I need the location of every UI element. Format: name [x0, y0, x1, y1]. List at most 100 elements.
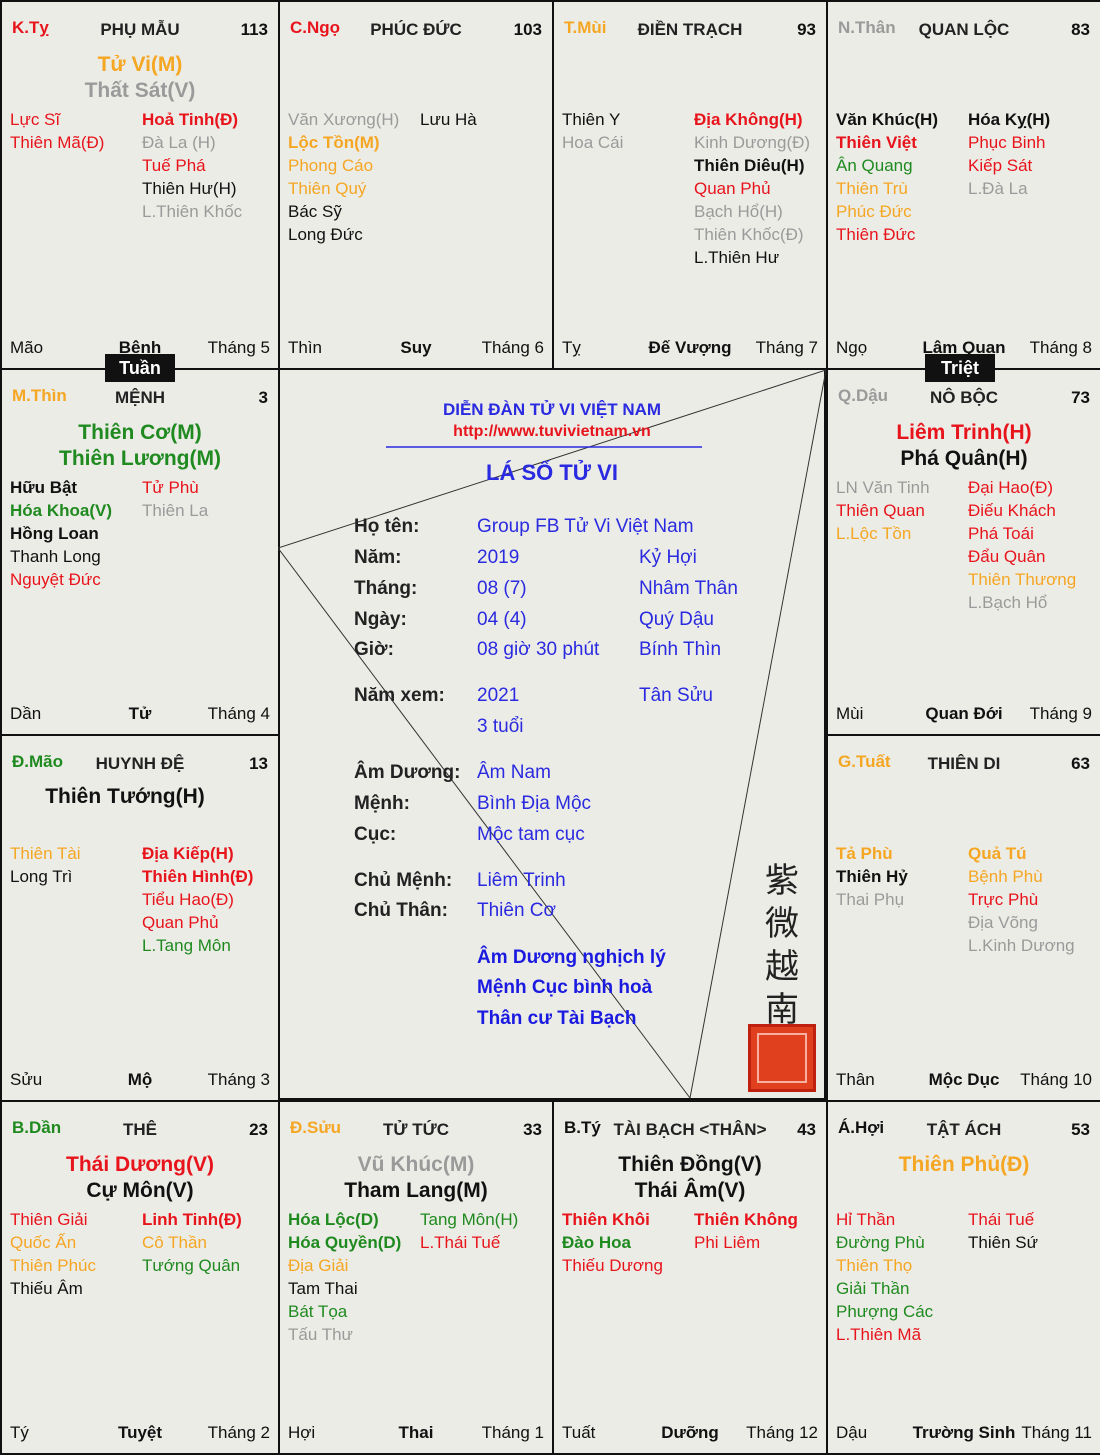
palace-age: 13	[249, 754, 268, 773]
info-value: Liêm Trinh	[477, 870, 566, 891]
month: Tháng 7	[755, 338, 818, 357]
main-stars: Thiên Đồng(V) Thái Âm(V)	[554, 1152, 826, 1204]
palace-cell[interactable]: PHÚC ĐỨC C.Ngọ 103 Văn Xương(H) Lộc Tồn(M) Ph…	[278, 0, 554, 370]
palace-cell[interactable]: PHỤ MẪU K.Tỵ 113 Tử Vi(M) Thất Sát(V) Lực Sĩ T…	[0, 0, 280, 370]
star: Cô Thần	[142, 1233, 207, 1252]
star: Đà La (H)	[142, 133, 216, 152]
palace-name: THÊ	[123, 1120, 157, 1139]
earthly-branch: Dần	[10, 704, 42, 723]
palace-cell[interactable]: TÀI BẠCH <THÂN> B.Tý 43 Thiên Đồng(V) Thái Â…	[552, 1100, 828, 1455]
main-star: Thiên Phủ(Đ)	[898, 1153, 1030, 1176]
star: Thiên Hỷ	[836, 867, 908, 886]
palace-name: NÔ BỘC	[930, 388, 998, 407]
palace-header: ĐIỀN TRẠCH T.Mùi 93	[564, 18, 816, 42]
star: Bác Sỹ	[288, 202, 342, 221]
info-value: 08 giờ 30 phút	[477, 639, 600, 660]
earthly-branch: Ngọ	[836, 338, 868, 357]
star: Phượng Các	[836, 1302, 934, 1321]
palace-age: 3	[258, 388, 268, 407]
star: Quốc Ấn	[10, 1233, 77, 1252]
star: Thiếu Âm	[10, 1279, 83, 1298]
palace-name: ĐIỀN TRẠCH	[637, 20, 743, 39]
main-stars: Liêm Trinh(H) Phá Quân(H)	[828, 420, 1100, 472]
star: Lực Sĩ	[10, 110, 61, 129]
palace-cell[interactable]: MỆNH M.Thìn 3 Thiên Cơ(M) Thiên Lương(M) Hữu …	[0, 368, 280, 736]
star: Lộc Tồn(M)	[288, 133, 380, 152]
star: Thiên Hư(H)	[142, 179, 237, 198]
info-value: 2021	[477, 685, 520, 706]
star-list-left: Thiên Giải Quốc Ấn Thiên Phúc Thiếu Âm	[10, 1208, 96, 1300]
month: Tháng 2	[207, 1423, 270, 1442]
star: Thiếu Dương	[562, 1256, 663, 1275]
star: Điếu Khách	[968, 501, 1056, 520]
star: Đại Hao(Đ)	[968, 478, 1054, 497]
star: Tang Môn(H)	[420, 1210, 519, 1229]
palace-stem: N.Thân	[838, 18, 896, 37]
palace-cell[interactable]: HUYNH ĐỆ Đ.Mão 13 Thiên Tướng(H) Thiên Tài Lo…	[0, 734, 280, 1102]
star-list-right: Thái Tuế Thiên Sứ	[968, 1208, 1038, 1254]
palace-stem: G.Tuất	[838, 752, 891, 771]
star-list-left: Tả Phù Thiên Hỷ Thai Phụ	[836, 842, 908, 911]
earthly-branch: Mão	[10, 338, 44, 357]
star: Hóa Kỵ(H)	[968, 110, 1051, 129]
info-value: 3 tuổi	[477, 716, 524, 737]
star: Thiên Không	[694, 1210, 798, 1229]
star: Phục Binh	[968, 133, 1046, 152]
star: L.Thiên Mã	[836, 1325, 922, 1344]
life-stage: Suy	[400, 338, 432, 357]
star-list-right: Hóa Kỵ(H) Phục Binh Kiếp Sát L.Đà La	[968, 108, 1050, 200]
star: Văn Xương(H)	[288, 110, 400, 129]
earthly-branch: Tuất	[562, 1423, 596, 1442]
star: Thiên Thọ	[836, 1256, 913, 1275]
star-list-right: Đại Hao(Đ) Điếu Khách Phá Toái Đẩu Quân Thiê…	[968, 476, 1076, 614]
palace-footer: Tử Dần Tháng 4	[10, 704, 270, 726]
palace-cell[interactable]: NÔ BỘC Q.Dậu 73 Liêm Trinh(H) Phá Quân(H) LN …	[826, 368, 1100, 736]
chart-note: Thân cư Tài Bạch	[477, 1008, 637, 1029]
main-star: Thái Âm(V)	[634, 1179, 746, 1202]
star: Bát Tọa	[288, 1302, 348, 1321]
star: Hồng Loan	[10, 524, 99, 543]
calligraphy-logo: 紫微越南	[765, 861, 799, 1030]
palace-stem: Đ.Mão	[12, 752, 63, 771]
star-list-right: Địa Không(H) Kinh Dương(Đ) Thiên Diêu(H) Qu…	[694, 108, 810, 269]
palace-stem: B.Dần	[12, 1118, 62, 1137]
info-value: Âm Nam	[477, 762, 551, 783]
info-label: Chủ Thân:	[354, 900, 448, 921]
main-star: Vũ Khúc(M)	[357, 1153, 475, 1176]
palace-cell[interactable]: TỬ TỨC Đ.Sửu 33 Vũ Khúc(M) Tham Lang(M) Hóa L…	[278, 1100, 554, 1455]
palace-footer: Dưỡng Tuất Tháng 12	[562, 1423, 818, 1445]
palace-name: TẬT ÁCH	[926, 1120, 1002, 1139]
main-stars: Thái Dương(V) Cự Môn(V)	[2, 1152, 278, 1204]
star: Địa Kiếp(H)	[142, 844, 234, 863]
star: L.Tang Môn	[142, 936, 231, 955]
star: Phá Toái	[968, 524, 1034, 543]
palace-cell[interactable]: ĐIỀN TRẠCH T.Mùi 93 Thiên Y Hoa Cái Địa Không…	[552, 0, 828, 370]
star-list-left: Hữu Bật Hóa Khoa(V) Hồng Loan Thanh Long Ngu…	[10, 476, 112, 591]
info-label: Âm Dương:	[354, 762, 461, 783]
palace-age: 103	[513, 20, 542, 39]
month: Tháng 6	[481, 338, 544, 357]
info-label: Ngày:	[354, 609, 407, 630]
earthly-branch: Mùi	[836, 704, 864, 723]
info-label: Giờ:	[354, 639, 394, 660]
palace-cell[interactable]: THÊ B.Dần 23 Thái Dương(V) Cự Môn(V) Thiên Gi…	[0, 1100, 280, 1455]
star: Thiên Thương	[968, 570, 1077, 589]
palace-cell[interactable]: THIÊN DI G.Tuất 63 Tả Phù Thiên Hỷ Thai Phụ Qu…	[826, 734, 1100, 1102]
month: Tháng 1	[481, 1423, 544, 1442]
info-value: Bình Địa Mộc	[477, 793, 592, 814]
forum-url[interactable]: http://www.tuvivietnam.vn	[453, 423, 651, 440]
palace-cell[interactable]: QUAN LỘC N.Thân 83 Văn Khúc(H) Thiên Việt Ân …	[826, 0, 1100, 370]
star: Bệnh Phù	[968, 867, 1043, 886]
palace-name: TÀI BẠCH <THÂN>	[613, 1120, 767, 1139]
chart-title: LÁ SỐ TỬ VI	[486, 460, 618, 485]
info-value: Group FB Tử Vi Việt Nam	[477, 516, 694, 537]
star: L.Thiên Khốc	[142, 202, 243, 221]
triet-badge: Triệt	[925, 354, 995, 382]
palace-stem: T.Mùi	[564, 18, 607, 37]
main-star: Thiên Cơ(M)	[78, 421, 202, 444]
star: L.Thái Tuế	[420, 1233, 501, 1252]
palace-cell[interactable]: TẬT ÁCH Á.Hợi 53 Thiên Phủ(Đ) Hỉ Thần Đường P…	[826, 1100, 1100, 1455]
star: LN Văn Tinh	[836, 478, 930, 497]
life-stage: Lâm Quan	[922, 338, 1006, 357]
main-star: Thiên Lương(M)	[59, 447, 221, 470]
